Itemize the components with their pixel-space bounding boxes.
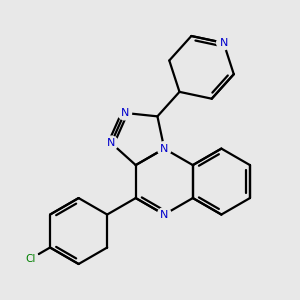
Text: N: N xyxy=(160,209,169,220)
Text: N: N xyxy=(120,108,129,118)
Text: N: N xyxy=(219,38,228,48)
Text: N: N xyxy=(160,144,169,154)
Circle shape xyxy=(118,106,131,120)
Circle shape xyxy=(158,208,171,221)
Circle shape xyxy=(104,136,118,150)
Circle shape xyxy=(158,142,171,155)
Circle shape xyxy=(217,36,230,50)
Text: Cl: Cl xyxy=(25,254,35,264)
Circle shape xyxy=(22,251,38,268)
Text: N: N xyxy=(107,138,116,148)
